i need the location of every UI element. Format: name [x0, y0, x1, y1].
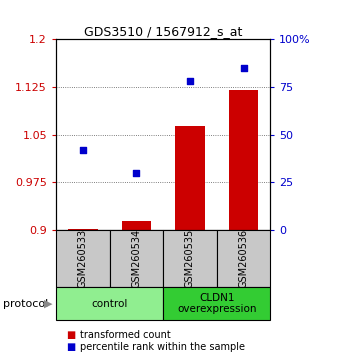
Bar	[122, 221, 151, 230]
Text: percentile rank within the sample: percentile rank within the sample	[80, 342, 245, 352]
Text: transformed count: transformed count	[80, 330, 171, 339]
Bar	[175, 126, 205, 230]
Text: GSM260535: GSM260535	[185, 229, 195, 288]
Text: ■: ■	[66, 330, 75, 339]
Text: GSM260533: GSM260533	[78, 229, 88, 288]
Point	[134, 170, 139, 176]
Bar	[68, 229, 98, 230]
Text: control: control	[91, 298, 128, 309]
Bar	[229, 90, 258, 230]
Text: protocol: protocol	[3, 298, 49, 309]
Text: CLDN1
overexpression: CLDN1 overexpression	[177, 293, 256, 314]
Point	[241, 65, 246, 70]
Text: GSM260534: GSM260534	[132, 229, 141, 288]
Bar	[56, 230, 109, 287]
Bar	[163, 287, 270, 320]
Bar	[217, 230, 270, 287]
Point	[187, 78, 193, 84]
Bar	[56, 287, 163, 320]
Bar	[163, 230, 217, 287]
Title: GDS3510 / 1567912_s_at: GDS3510 / 1567912_s_at	[84, 25, 242, 38]
Text: ■: ■	[66, 342, 75, 352]
Text: ▶: ▶	[44, 298, 52, 309]
Point	[80, 147, 86, 153]
Text: GSM260536: GSM260536	[239, 229, 249, 288]
Bar	[109, 230, 163, 287]
